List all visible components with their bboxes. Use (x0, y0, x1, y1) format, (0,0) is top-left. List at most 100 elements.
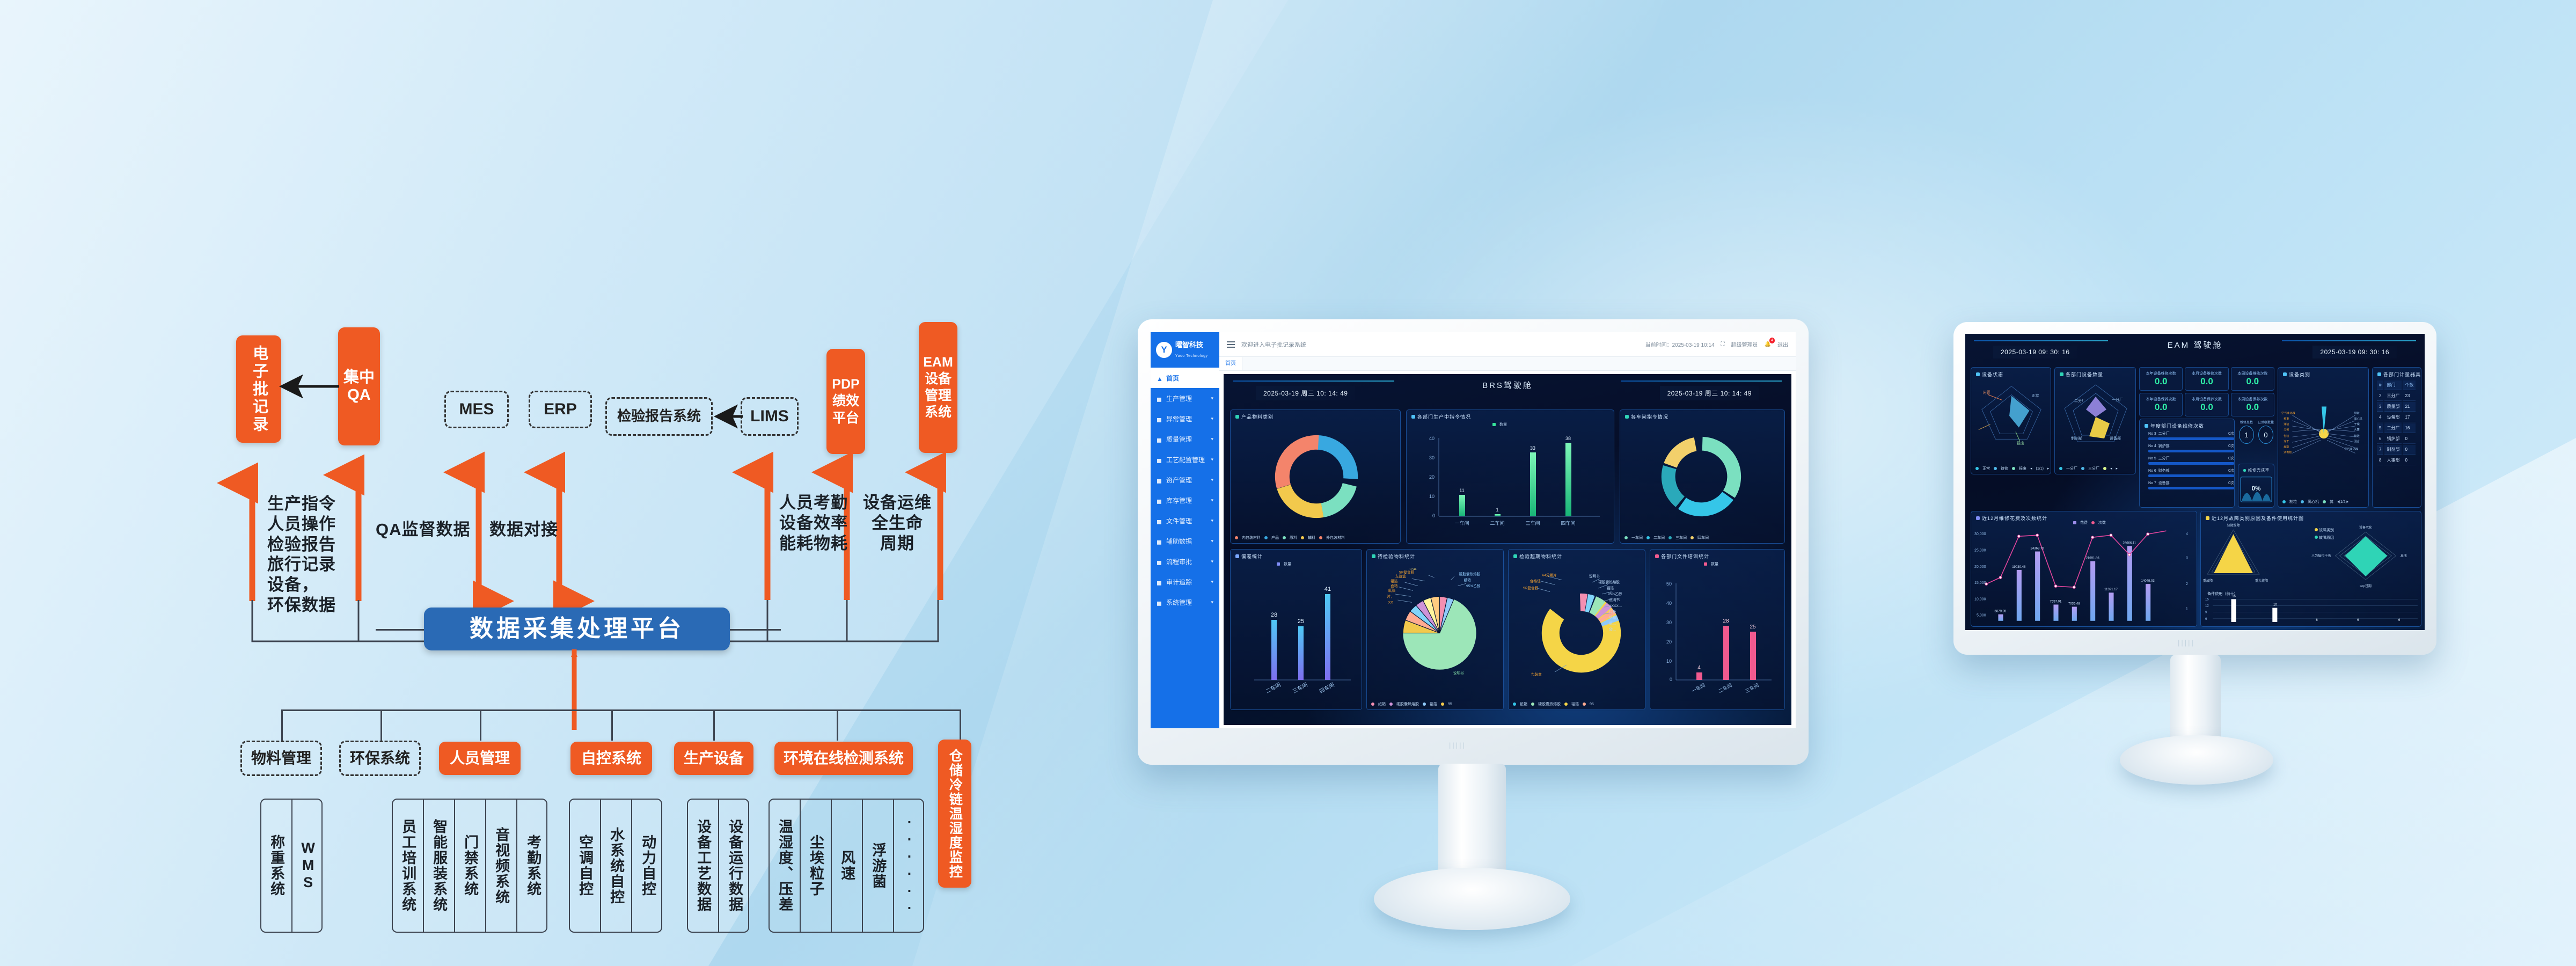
table-cell: 21 (2403, 402, 2416, 412)
sidebar-item-10[interactable]: ◼ 系统管理 ▾ (1151, 592, 1219, 612)
node-production-equipment[interactable]: 生产设备 (674, 742, 753, 775)
flow-caption-qa-supervision: QA监督数据 (376, 520, 471, 539)
repair-row-1[interactable]: No 4 锅炉部 0次 (2148, 443, 2234, 452)
node-eam[interactable]: EAM 设备管理系统 (919, 322, 957, 453)
app-logo[interactable]: Y 曜智科技 Yaoo Technology (1151, 332, 1219, 368)
sidebar-item-5[interactable]: ◼ 库存管理 ▾ (1151, 490, 1219, 510)
node-lims[interactable]: LIMS (741, 397, 799, 436)
sidebar-item-1[interactable]: ◼ 异常管理 ▾ (1151, 408, 1219, 429)
panel-12m-repair-cost[interactable]: 近12月维修花费及次数统计 花费 次数 30,000 25,000 20,000 15… (1971, 511, 2197, 627)
sidebar-item-8[interactable]: ◼ 流程审批 ▾ (1151, 551, 1219, 572)
leaf-hvac-control[interactable]: 空调自控 (577, 835, 594, 897)
combo-repair-cost: 30,000 25,000 20,000 15,000 10,000 5,000 4 3 2… (1974, 530, 2188, 621)
panel-repair-counters[interactable]: 维修总数 1 已验收数量 0 (2238, 419, 2274, 462)
fullscreen-icon[interactable]: ⛶ (1721, 341, 1725, 347)
table-row[interactable]: 4 设备部 17 (2377, 413, 2416, 422)
node-mes[interactable]: MES (444, 391, 509, 428)
panel-annual-dept-repairs[interactable]: 年度部门设备维修次数 No 3 二分厂 0次 No 4 锅炉部 0次 No 5 三分厂 0… (2139, 419, 2235, 508)
kpi-card-0[interactable]: 本年设备维修次数 0.0 (2139, 367, 2183, 391)
panel-title: 检验超期物料统计 (1519, 554, 1563, 559)
repair-row-4[interactable]: No 7 设备部 0次 (2148, 480, 2234, 489)
leaf-airborne-microbes[interactable]: 浮游菌 (870, 842, 887, 889)
node-cold-chain-monitoring[interactable]: 仓储冷链温湿度监控 (938, 740, 971, 888)
logout-button[interactable]: 退出 (1777, 342, 1788, 348)
sidebar-item-home[interactable]: ▲ 首页 (1151, 368, 1219, 388)
svg-text:四车间: 四车间 (1318, 681, 1336, 695)
leaf-power-control[interactable]: 动力自控 (640, 835, 656, 897)
table-row[interactable]: 2 三分厂 23 (2377, 391, 2416, 401)
panel-dept-production-orders[interactable]: 各部门生产中指令情况 数量 40 30 20 10 0 1 (1406, 409, 1614, 544)
repair-row-2[interactable]: No 5 三分厂 0次 (2148, 456, 2234, 465)
repair-times: 0次 (2228, 432, 2234, 436)
leaf-access-control-system[interactable]: 门禁系统 (462, 835, 479, 897)
table-row[interactable]: 6 锅炉部 0 (2377, 434, 2416, 444)
tab-home[interactable]: 首页 (1219, 357, 1242, 370)
node-pdp[interactable]: PDP 绩效平台 (826, 349, 865, 454)
leaf-attendance-system[interactable]: 考勤系统 (525, 835, 541, 897)
kpi-card-4[interactable]: 本月设备保养次数 0.0 (2185, 393, 2229, 416)
panel-workshop-orders[interactable]: 各车间指令情况 一车间 二车间 三车间 四车间 (1620, 409, 1785, 544)
sidebar-item-2[interactable]: ◼ 质量管理 ▾ (1151, 429, 1219, 449)
panel-equipment-category[interactable]: 设备类别 空气净化器 称重 灌装 分装 包装 冻干 提取 消毒柜 制粒 离心机 干燥 灭菌 (2278, 367, 2369, 508)
table-header-cell: 个数 (2403, 380, 2416, 390)
leaf-av-system[interactable]: 音视频系统 (493, 826, 510, 905)
panel-12m-fault-and-spares[interactable]: 近12月故障类别原因及备件使用统计图 故障类别 故障原因 轻微故障严重故障 重大故… (2200, 511, 2421, 627)
panel-equipment-status[interactable]: 设备状态 闲置 正常 报废 正常 待修 报废 ◂ (1/1) ▸ (1971, 367, 2051, 474)
panel-dept-measuring-instruments[interactable]: 各部门计量器具 # 部门 个数 2 三分厂 23 3 质量部 21 4 设备部 17 5 二分厂 16 6 锅炉… (2372, 367, 2421, 508)
svg-text:40: 40 (1429, 436, 1435, 441)
svg-text:小盒: 小盒 (1409, 568, 1417, 570)
kpi-card-5[interactable]: 本周设备保养次数 0.0 (2230, 393, 2274, 416)
table-row[interactable]: 7 制剂部 0 (2377, 445, 2416, 455)
leaf-wms[interactable]: WMS (300, 840, 317, 891)
sidebar-item-6[interactable]: ◼ 文件管理 ▾ (1151, 510, 1219, 531)
sidebar-item-7[interactable]: ◼ 辅助数据 ▾ (1151, 531, 1219, 551)
leaf-process-data[interactable]: 设备工艺数据 (695, 819, 712, 912)
sidebar-item-4[interactable]: ◼ 资产管理 ▾ (1151, 470, 1219, 490)
sidebar-item-9[interactable]: ◼ 审计追踪 ▾ (1151, 572, 1219, 592)
node-electronic-batch-record[interactable]: 电子批记录 (236, 335, 281, 443)
leaf-temp-humidity-pressure[interactable]: 温湿度、压差 (777, 819, 793, 912)
panel-deviation-stats[interactable]: 偏差统计 数量 28 25 41 二车间 三车间 四车间 (1230, 549, 1362, 710)
kpi-card-2[interactable]: 本周设备维修次数 0.0 (2230, 367, 2274, 391)
leaf-dust-particles[interactable]: 尘埃粒子 (808, 835, 824, 897)
dashboard-date-left: 2025-03-19 周三 10: 14: 49 (1256, 386, 1356, 400)
repair-rank: No 5 三分厂 (2148, 457, 2170, 460)
notifications-bell[interactable]: 🔔 4 (1765, 338, 1775, 347)
node-automation-system[interactable]: 自控系统 (570, 742, 652, 775)
dept-instrument-table[interactable]: # 部门 个数 2 三分厂 23 3 质量部 21 4 设备部 17 5 二分厂 16 6 锅炉部 0 7 制剂部 0 8… (2376, 379, 2417, 466)
svg-text:空气净化器: 空气净化器 (2281, 412, 2295, 415)
user-menu[interactable]: 超级管理员 (1731, 342, 1758, 348)
leaf-water-system-control[interactable]: 水系统自控 (608, 826, 625, 905)
node-personnel-management[interactable]: 人员管理 (439, 742, 521, 775)
panel-product-material-category[interactable]: 产品物料类别 内包装材料 产品 原料 辅料 外包装材料 (1230, 409, 1401, 544)
sidebar-item-0[interactable]: ◼ 生产管理 ▾ (1151, 388, 1219, 408)
leaf-weighing-system[interactable]: 称重系统 (268, 835, 285, 897)
kpi-label: 本年设备保养次数 (2146, 398, 2176, 401)
leaf-wind-speed[interactable]: 风速 (839, 850, 855, 881)
data-platform-bar[interactable]: 数据采集处理平台 (424, 608, 730, 650)
panel-overdue-inspection-materials[interactable]: 检验超期物料统计 (1508, 549, 1645, 710)
kpi-card-3[interactable]: 本年设备保养次数 0.0 (2139, 393, 2183, 416)
node-environment-online-monitoring[interactable]: 环境在线检测系统 (774, 742, 913, 775)
node-central-qa[interactable]: 集中 QA (338, 327, 380, 445)
panel-dept-equipment-count[interactable]: 各部门设备数量 二分厂 一分厂 制剂部 设备部 一分厂 三分厂 ◂ ▸ (2054, 367, 2136, 474)
sidebar-item-3[interactable]: ◼ 工艺配置管理 ▾ (1151, 449, 1219, 470)
menu-toggle-icon[interactable] (1227, 341, 1235, 348)
leaf-smart-clothing-system[interactable]: 智能服装系统 (431, 819, 448, 912)
panel-repair-completion-rate[interactable]: 维修完成率 0% (2238, 464, 2274, 508)
node-inspection-report-system[interactable]: 检验报告系统 (605, 397, 713, 436)
table-row[interactable]: 3 质量部 21 (2377, 402, 2416, 412)
table-row[interactable]: 5 二分厂 16 (2377, 423, 2416, 433)
leaf-runtime-data[interactable]: 设备运行数据 (727, 819, 743, 912)
node-environment-system[interactable]: 环保系统 (339, 741, 421, 776)
repair-row-3[interactable]: No 6 财务部 0次 (2148, 468, 2234, 477)
leaf-employee-training-system[interactable]: 员工培训系统 (400, 819, 416, 912)
svg-text:21691.86: 21691.86 (2086, 557, 2100, 560)
repair-row-0[interactable]: No 3 二分厂 0次 (2148, 431, 2234, 440)
panel-pending-inspection-materials[interactable]: 待检验物料统计 (1366, 549, 1504, 710)
node-material-management[interactable]: 物料管理 (240, 741, 322, 776)
table-row[interactable]: 8 人事部 0 (2377, 456, 2416, 465)
panel-dept-document-training[interactable]: 各部门文件培训统计 数量 50 40 30 20 10 0 4 28 25 一车间 (1650, 549, 1785, 710)
kpi-card-1[interactable]: 本月设备维修次数 0.0 (2185, 367, 2229, 391)
node-erp[interactable]: ERP (529, 391, 592, 428)
